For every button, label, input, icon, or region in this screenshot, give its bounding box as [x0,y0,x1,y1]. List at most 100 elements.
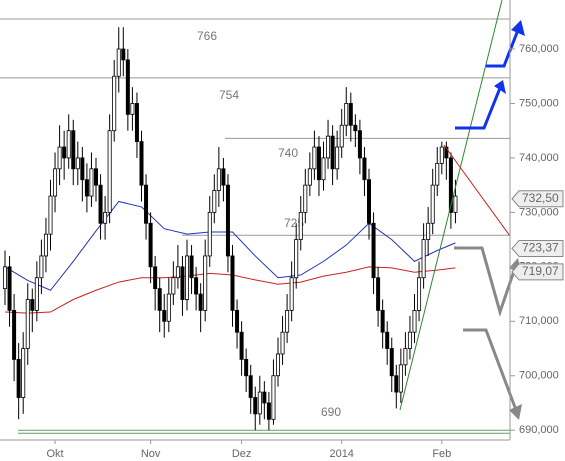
level-note: 766 [197,29,217,43]
candle-body [385,331,390,349]
candle-body [80,157,85,181]
candle-body [303,184,308,213]
candle-body [153,266,158,290]
candle-body [34,277,39,311]
level-note: 740 [278,146,298,160]
candle-body [207,211,212,257]
candle-body [294,239,299,279]
x-tick-label: Nov [141,448,161,460]
candle-body [203,255,208,311]
candle-body [89,168,94,197]
candle-body [417,277,422,311]
candle-body [439,146,444,164]
candle-body [335,146,340,170]
candle-body [139,141,144,186]
candle-body [166,293,171,322]
candle-body [62,146,67,159]
arrow [454,246,517,318]
candle-body [39,255,44,279]
candle-body [275,353,280,377]
y-tick-label: 690,000 [519,424,559,436]
candle-body [316,146,321,181]
price-tag-label: 723,37 [522,241,559,255]
candle-body [403,348,408,366]
candle-body [344,103,349,126]
candle-body [157,288,162,311]
x-tick-label: 2014 [329,448,353,460]
arrow-head [494,80,506,94]
candle-body [280,331,285,355]
candle-body [225,184,230,257]
candle-body [371,222,376,279]
candle-body [262,391,267,404]
price-tag [511,239,564,257]
y-tick-label: 740,000 [519,152,559,164]
y-tick-label: 710,000 [519,315,559,327]
candle-body [330,135,335,170]
x-tick-label: Okt [46,448,63,460]
candle-body [21,348,26,398]
candle-body [312,146,317,170]
candle-body [144,184,149,224]
candle-body [198,293,203,311]
candle-body [230,255,235,311]
candle-body [71,130,76,170]
x-tick-label: Dez [232,448,252,460]
candle-body [348,103,353,126]
candle-body [175,266,180,279]
candle-body [116,48,121,77]
candle-body [30,299,35,311]
candle-body [3,266,8,290]
candle-body [366,179,371,224]
candle-body [212,190,217,213]
candle-body [430,184,435,224]
candle-body [66,130,71,159]
price-tag-label: 732,50 [522,191,559,205]
y-tick-label: 700,000 [519,370,559,382]
candle-body [171,277,176,295]
arrow-head [511,20,525,36]
candle-body [326,135,331,159]
y-tick-label: 730,000 [519,206,559,218]
level-note: 754 [219,88,239,102]
candle-body [216,168,221,191]
trend-line [443,144,511,237]
candle-body [94,168,99,186]
candle-body [412,309,417,333]
candle-body [321,157,326,181]
arrow [463,328,518,411]
trend-line [399,0,503,411]
candle-body [394,375,399,393]
y-tick-label: 750,000 [519,97,559,109]
candle-body [184,255,189,300]
candle-body [244,359,249,377]
moving-average [4,200,456,291]
candle-body [266,402,271,420]
candle-body [339,124,344,148]
candle-body [134,103,139,142]
candle-body [248,375,253,398]
candle-body [107,130,112,213]
candles [3,27,458,431]
candle-body [25,299,30,349]
candle-body [235,309,240,333]
candle-body [7,266,12,311]
axes: 690,000700,000710,000720,000730,000740,0… [46,0,564,460]
candle-body [253,397,258,415]
candle-body [271,375,276,420]
candle-body [421,239,426,279]
candle-body [162,309,167,322]
candle-body [298,211,303,241]
candle-body [189,255,194,279]
candle-body [285,309,290,333]
candle-body [444,146,449,159]
x-tick-label: Feb [432,448,451,460]
y-tick-label: 760,000 [519,43,559,55]
candle-body [407,331,412,349]
price-tag-label: 719,07 [522,264,559,278]
candle-body [426,222,431,241]
candle-body [376,277,381,311]
